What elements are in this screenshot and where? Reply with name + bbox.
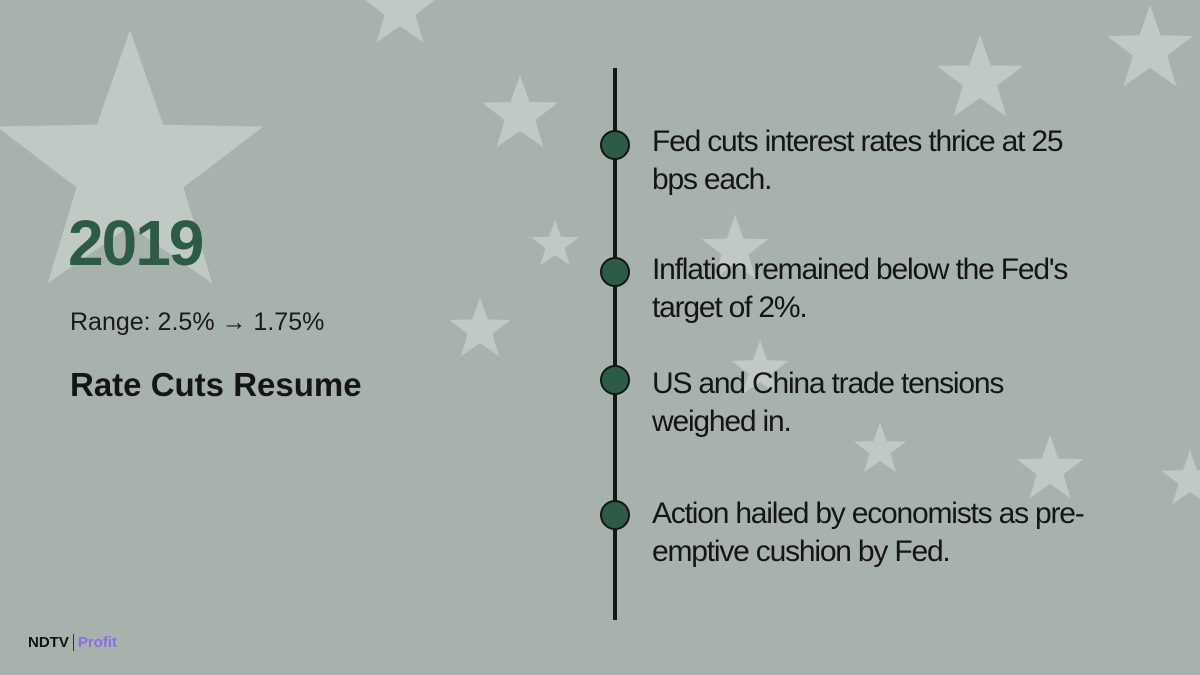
logo-brand: NDTV (28, 634, 69, 651)
timeline-item: Inflation remained below the Fed's targe… (652, 253, 1068, 324)
timeline-dot (600, 257, 630, 287)
range: Range: 2.5% → 1.75% (70, 308, 325, 336)
star (361, 0, 439, 43)
timeline-dot (600, 130, 630, 160)
timeline-item: Action hailed by economists as pre-empti… (652, 497, 1085, 568)
star (531, 220, 579, 266)
star (1016, 435, 1084, 499)
star (1161, 450, 1200, 505)
timeline-dot (600, 365, 630, 395)
year: 2019 (68, 207, 204, 279)
star (481, 75, 559, 148)
heading: Rate Cuts Resume (70, 366, 362, 403)
star (937, 35, 1023, 117)
logo-product: Profit (72, 634, 118, 651)
timeline-item: US and China trade tensions weighed in. (652, 367, 1004, 438)
star (1107, 4, 1193, 87)
star (449, 297, 511, 357)
timeline-item: Fed cuts interest rates thrice at 25 bps… (652, 125, 1064, 196)
timeline-dot (600, 500, 630, 530)
logo: NDTV Profit (28, 634, 118, 651)
